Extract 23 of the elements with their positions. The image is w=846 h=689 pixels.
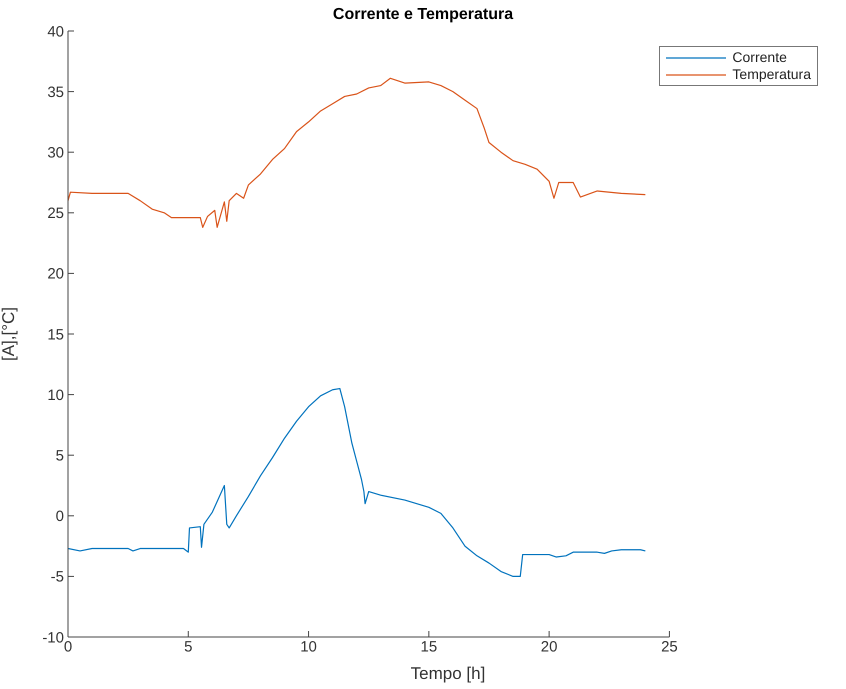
y-tick-label: 0	[56, 508, 64, 526]
y-tick-label: 15	[47, 326, 64, 344]
y-axis-title: [A],[°C]	[0, 306, 18, 362]
x-tick-label: 15	[420, 638, 438, 656]
y-tick-label: 40	[47, 23, 64, 40]
y-tick-label: -5	[50, 568, 64, 586]
line-series	[68, 78, 646, 228]
x-tick-label: 25	[661, 638, 678, 656]
legend-label: Corrente	[732, 49, 787, 66]
x-axis-title: Tempo [h]	[410, 664, 486, 684]
y-tick-label: -10	[42, 629, 64, 646]
x-tick-label: 20	[540, 638, 558, 656]
chart-title: Corrente e Temperatura	[332, 6, 514, 24]
y-tick-label: 5	[56, 448, 64, 465]
y-tick-label: 30	[47, 144, 64, 162]
y-tick-label: 25	[47, 205, 64, 222]
x-tick-label: 10	[300, 638, 317, 656]
line-series	[68, 388, 646, 577]
y-tick-label: 20	[47, 266, 64, 283]
x-tick-label: 5	[184, 638, 192, 656]
y-tick-label: 10	[47, 386, 64, 404]
y-tick-label: 35	[47, 84, 64, 101]
legend-label: Temperatura	[732, 66, 811, 83]
